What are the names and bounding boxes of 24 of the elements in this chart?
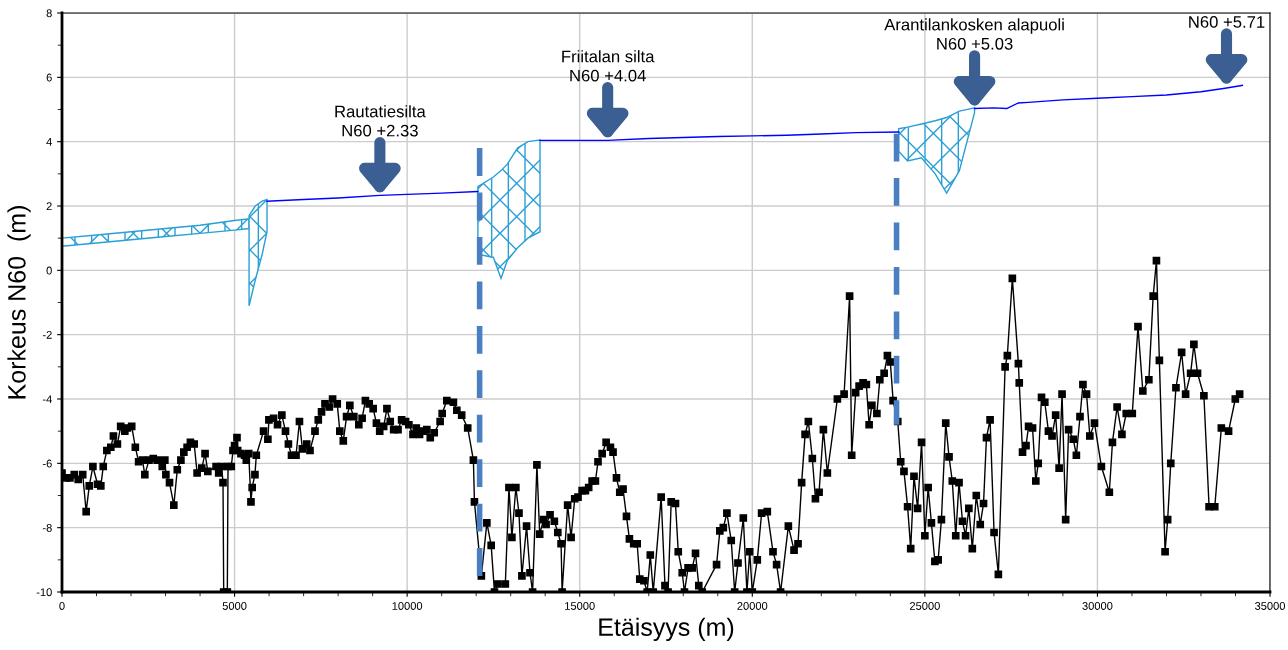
- x-tick-label: 25000: [909, 602, 940, 610]
- y-tick-label: 0: [46, 266, 52, 275]
- y-tick-label: -2: [42, 330, 52, 339]
- y-tick-label: -6: [42, 459, 52, 468]
- x-tick-label: 20000: [737, 602, 768, 610]
- annotation: Rautatiesilta N60 +2.33: [335, 105, 426, 137]
- annotation: Arantilankosken alapuoli N60 +5.03: [884, 18, 1064, 50]
- annotation: N60 +5.71: [1189, 16, 1265, 28]
- x-tick-label: 35000: [1254, 602, 1286, 610]
- y-tick-label: -4: [42, 395, 52, 404]
- y-tick-label: 8: [46, 9, 52, 18]
- annotation: Friitalan silta N60 +4.04: [562, 50, 655, 82]
- y-tick-label: -10: [36, 588, 52, 597]
- x-tick-label: 5000: [222, 602, 247, 610]
- y-tick-label: -8: [42, 523, 52, 532]
- y-tick-label: 6: [46, 73, 52, 82]
- y-tick-label: 4: [46, 138, 52, 146]
- x-tick-label: 10000: [392, 602, 423, 610]
- x-tick-label: 0: [59, 602, 65, 610]
- x-tick-label: 30000: [1082, 602, 1113, 610]
- x-axis-title: Etäisyys (m): [599, 617, 734, 641]
- y-axis-title: Korkeus N60 (m): [7, 206, 31, 399]
- y-tick-label: 2: [46, 202, 52, 211]
- x-tick-label: 15000: [565, 602, 595, 610]
